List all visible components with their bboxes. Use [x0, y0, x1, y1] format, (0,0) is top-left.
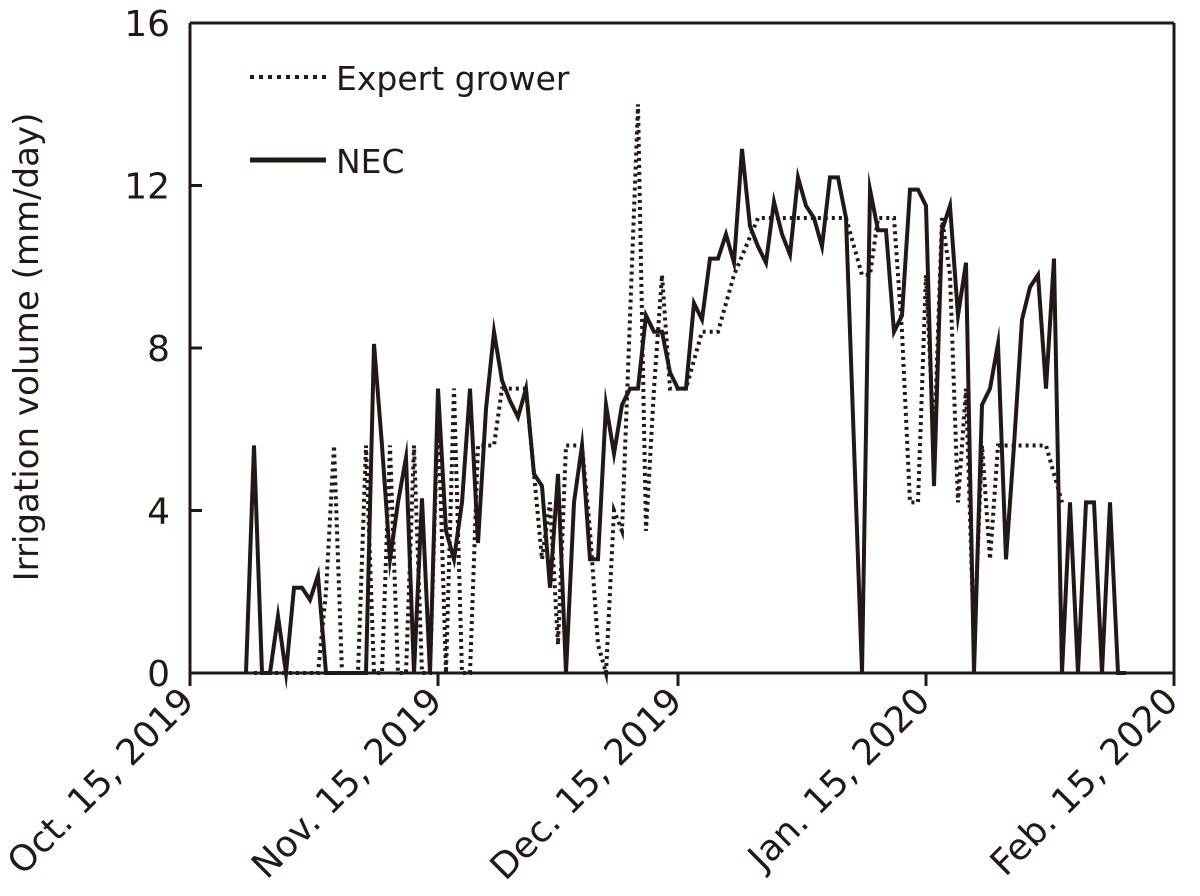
x-tick-label: Nov. 15, 2019: [244, 680, 450, 886]
x-tick-label: Oct. 15, 2019: [0, 680, 202, 883]
x-tick-label: Jan. 15, 2020: [739, 680, 938, 879]
y-ticks: 0 4 8 12 16: [124, 4, 202, 695]
x-tick-label: Feb. 15, 2020: [983, 680, 1187, 884]
series-line-expert-grower: [254, 104, 1064, 686]
y-tick-label: 12: [124, 167, 170, 208]
y-tick-label: 8: [147, 329, 170, 370]
series-line-nec: [244, 148, 1126, 691]
legend: Expert grower NEC: [250, 59, 570, 181]
y-tick-label: 0: [147, 654, 170, 695]
y-tick-label: 4: [147, 492, 170, 533]
x-tick-label: Dec. 15, 2019: [483, 680, 691, 888]
y-tick-label: 16: [124, 4, 170, 45]
x-ticks: Oct. 15, 2019 Nov. 15, 2019 Dec. 15, 2019 J…: [0, 673, 1186, 888]
legend-label-expert-grower: Expert grower: [336, 59, 570, 98]
y-axis-title: Irrigation volume (mm/day): [7, 113, 47, 582]
legend-label-nec: NEC: [336, 142, 405, 181]
series-layer: [244, 104, 1126, 691]
